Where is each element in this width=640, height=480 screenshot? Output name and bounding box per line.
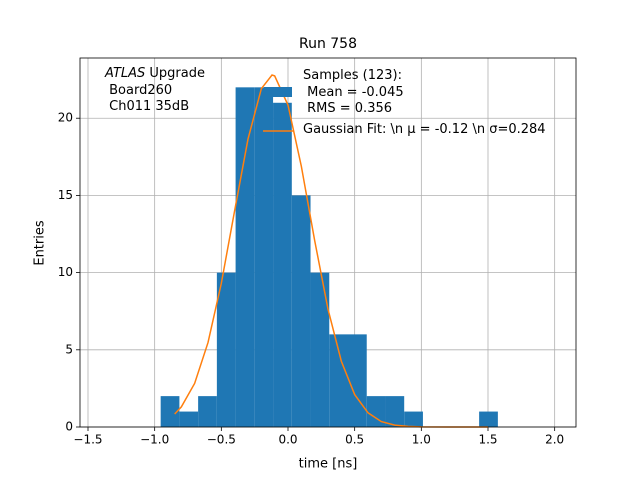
x-tick-label: −1.5	[73, 433, 102, 447]
y-axis-label: Entries	[33, 220, 48, 266]
bar	[479, 411, 498, 427]
bar	[348, 334, 367, 427]
x-tick-label: 0.0	[278, 433, 297, 447]
fit-curve	[174, 74, 488, 428]
bar	[273, 102, 292, 428]
bar	[404, 411, 423, 427]
y-tick-label: 0	[65, 420, 73, 434]
bar	[366, 396, 386, 427]
x-axis-label: time [ns]	[299, 457, 358, 472]
bar	[216, 272, 236, 427]
annotation-text: Ch011 35dB	[105, 99, 190, 114]
x-tick-label: 0.5	[345, 433, 364, 447]
bar	[385, 396, 405, 427]
axes-frame	[79, 57, 577, 428]
bar	[291, 195, 311, 427]
annotation: ATLAS Upgrade Board260 Ch011 35dB	[105, 66, 205, 116]
bar	[254, 87, 274, 428]
chart-title: Run 758	[299, 36, 357, 52]
legend-label: Samples (123): Mean = -0.045 RMS = 0.356	[303, 68, 404, 116]
bar	[235, 87, 255, 428]
y-tick-label: 10	[58, 265, 73, 279]
x-tick-label: −1.0	[140, 433, 169, 447]
legend-patch	[264, 87, 292, 97]
bar	[179, 411, 199, 427]
annotation-text: ATLAS	[105, 66, 146, 81]
annotation-text: Upgrade	[145, 66, 205, 81]
y-tick-label: 5	[65, 342, 73, 356]
x-tick-label: 2.0	[545, 433, 564, 447]
legend-label: Gaussian Fit: \n μ = -0.12 \n σ=0.284	[303, 122, 546, 137]
y-tick-label: 15	[58, 188, 73, 202]
bar	[160, 396, 180, 427]
bar	[310, 272, 330, 427]
annotation-text: Board260	[105, 82, 173, 98]
bar	[329, 334, 348, 427]
y-tick-label: 20	[58, 111, 73, 125]
x-tick-label: 1.5	[478, 433, 497, 447]
x-tick-label: 1.0	[412, 433, 431, 447]
x-tick-label: −0.5	[207, 433, 236, 447]
bar	[198, 396, 217, 427]
